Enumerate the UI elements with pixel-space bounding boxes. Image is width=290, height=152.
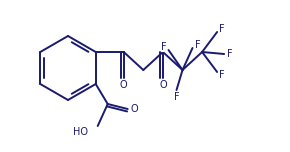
Text: F: F: [174, 92, 179, 102]
Text: F: F: [219, 24, 225, 34]
Text: O: O: [120, 80, 128, 90]
Text: F: F: [195, 40, 200, 50]
Text: HO: HO: [73, 127, 88, 137]
Text: O: O: [131, 104, 139, 114]
Text: F: F: [227, 49, 233, 59]
Text: O: O: [159, 80, 167, 90]
Text: F: F: [219, 70, 225, 80]
Text: F: F: [161, 42, 166, 52]
